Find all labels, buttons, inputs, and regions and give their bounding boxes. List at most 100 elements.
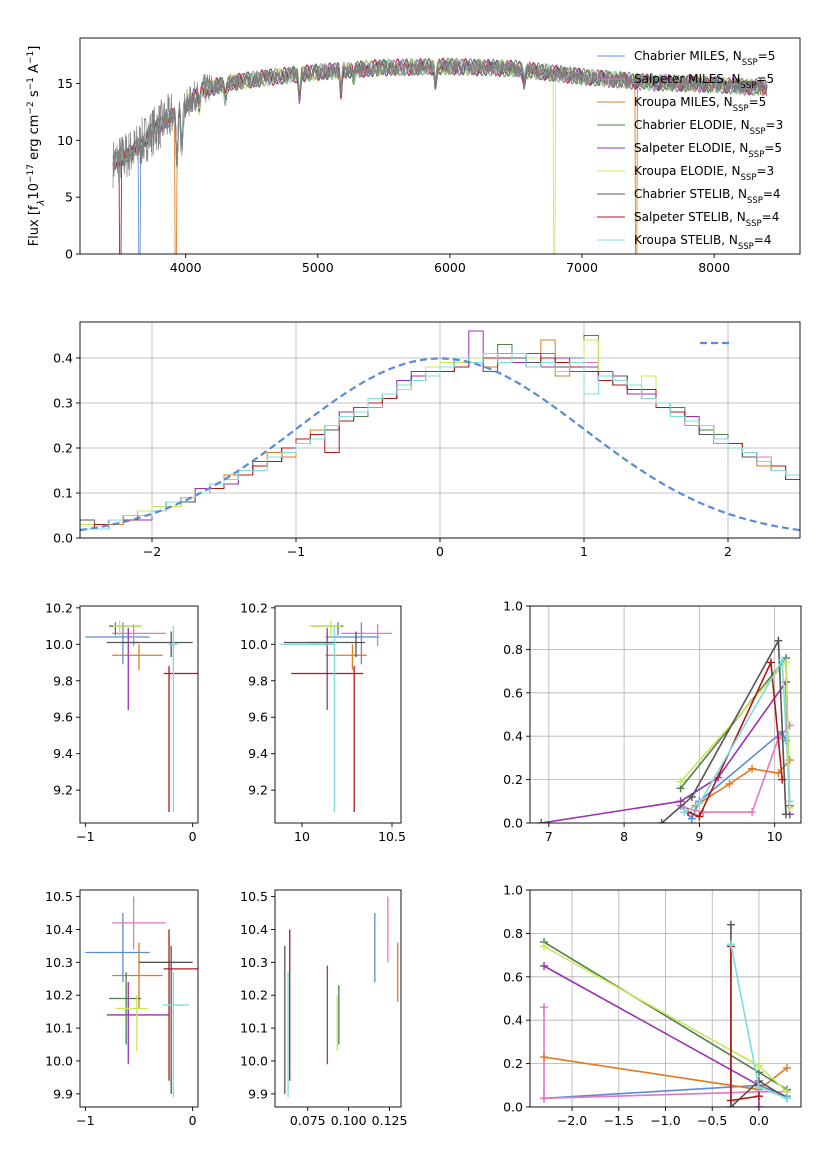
- axes-6: 0.075 0.100 0.125 9.9 10.0 10.1 10.2 10.3 10.4 10…: [240, 889, 407, 1128]
- weight-marker: [748, 764, 757, 773]
- weight-marker: [540, 1094, 549, 1103]
- error-point-5: [115, 995, 148, 1052]
- x-tick-label: −1: [287, 544, 305, 559]
- x-tick-label: 7000: [566, 260, 598, 275]
- y-tick-label: 5: [65, 190, 73, 205]
- axes-0: 4000 5000 6000 7000 8000 0 5 10 15: [57, 37, 801, 275]
- x-tick-label: 6000: [434, 260, 466, 275]
- y-tick-label: 10.0: [240, 1053, 268, 1068]
- histogram-step-3: [80, 335, 800, 538]
- legend-label-2: Kroupa MILES, NSSP=5: [634, 95, 766, 114]
- legend-text: Salpeter ELODIE, N: [634, 141, 748, 155]
- y-tick-label: 9.9: [248, 1086, 268, 1101]
- histogram-step-0: [80, 353, 800, 538]
- weight-marker: [782, 1094, 791, 1103]
- y-label-part: ]: [27, 46, 42, 51]
- x-tick-label: 0: [436, 544, 444, 559]
- error-point-7: [163, 666, 198, 813]
- error-point-7: [291, 666, 364, 813]
- plot-area: [537, 636, 794, 823]
- y-tick-label: 0.8: [503, 926, 523, 941]
- y-tick-label: 0.2: [503, 772, 523, 787]
- y-tick-label: 10.2: [240, 600, 268, 615]
- histogram-step-8: [80, 353, 800, 538]
- x-tick-label: 0.125: [372, 1113, 408, 1128]
- axes-frame: [79, 605, 199, 824]
- legend-label-3: Chabrier ELODIE, NSSP=3: [634, 118, 783, 137]
- y-tick-label: 9.2: [53, 783, 73, 798]
- y-tick-label: 10.0: [240, 637, 268, 652]
- y-tick-label: 9.6: [53, 710, 73, 725]
- y-tick-label: 9.4: [248, 746, 268, 761]
- weight-marker: [725, 779, 734, 788]
- y-label-part: Flux [f: [27, 205, 42, 246]
- y-tick-label: 10: [57, 133, 73, 148]
- legend-label-7: Salpeter STELIB, NSSP=4: [634, 210, 779, 229]
- y-tick-label: 10.5: [240, 889, 268, 904]
- legend-sub: SSP: [741, 173, 757, 183]
- plot-area: [112, 57, 768, 254]
- legend-label-0: Chabrier MILES, NSSP=5: [634, 49, 775, 68]
- y-tick-label: 10.4: [45, 922, 73, 937]
- y-tick-label: 10.1: [240, 1021, 268, 1036]
- weight-marker: [754, 1061, 763, 1070]
- y-label-part: erg cm: [27, 115, 42, 164]
- plot-area: [280, 620, 392, 813]
- y-tick-label: 0.4: [53, 351, 73, 366]
- error-point-2: [112, 644, 163, 670]
- axes-frame: [79, 37, 801, 255]
- legend-nssp: =4: [754, 233, 772, 247]
- y-label-part: −17: [26, 164, 36, 183]
- weight-marker: [540, 1053, 549, 1062]
- y-tick-label: 9.9: [53, 1086, 73, 1101]
- y-tick-label: 15: [57, 76, 73, 91]
- y-label-part: −2: [26, 101, 36, 114]
- legend-sub: SSP: [741, 81, 757, 91]
- axes-1: −2 −1 0 1 2 0.0 0.1 0.2 0.3 0.4: [53, 321, 801, 559]
- y-tick-label: 0.4: [503, 729, 523, 744]
- y-label-part: −1: [26, 77, 36, 90]
- y-tick-label: 9.8: [248, 673, 268, 688]
- weight-marker: [687, 792, 696, 801]
- y-tick-label: 9.2: [248, 783, 268, 798]
- weight-marker: [782, 1063, 791, 1072]
- error-point-4: [122, 627, 139, 710]
- error-point-5: [113, 620, 142, 637]
- x-tick-label: −2.0: [557, 1113, 587, 1128]
- weight-marker: [695, 799, 704, 808]
- weight-marker: [754, 1103, 763, 1107]
- x-tick-label: 10.5: [378, 829, 406, 844]
- axes-7: −2.0 −1.5 −1.0 −0.5 0.0 0.0 0.2 0.4 0.6 0.8 1.0: [503, 883, 802, 1128]
- x-tick-label: −0.5: [697, 1113, 727, 1128]
- legend-sub: SSP: [733, 104, 749, 114]
- legend-nssp: =3: [756, 164, 774, 178]
- y-tick-label: 0.2: [53, 441, 73, 456]
- legend-sub: SSP: [748, 150, 764, 160]
- x-tick-label: 10: [767, 829, 783, 844]
- y-tick-label: 9.8: [53, 673, 73, 688]
- x-tick-label: 0: [189, 1113, 197, 1128]
- weight-marker: [778, 656, 787, 665]
- legend-sub: SSP: [747, 196, 763, 206]
- error-point-6: [284, 631, 365, 658]
- x-tick-label: 0.075: [290, 1113, 326, 1128]
- x-tick-label: −1.5: [604, 1113, 634, 1128]
- error-point-1: [341, 624, 392, 647]
- axes-frame: [274, 605, 402, 824]
- y-label-part: −1: [26, 51, 36, 64]
- y-tick-label: 10.1: [45, 1021, 73, 1036]
- legend-text: Kroupa STELIB, N: [634, 233, 738, 247]
- legend-nssp: =4: [763, 187, 781, 201]
- plot-area: [284, 896, 399, 1098]
- y-tick-label: 10.5: [45, 889, 73, 904]
- weight-marker: [695, 812, 704, 821]
- y-tick-label: 0.0: [503, 1100, 523, 1115]
- y-tick-label: 9.6: [248, 710, 268, 725]
- y-tick-label: 10.2: [45, 600, 73, 615]
- x-tick-label: 0: [189, 829, 197, 844]
- data-spectrum: [112, 58, 768, 189]
- y-tick-label: 0.8: [503, 642, 523, 657]
- y-tick-label: 1.0: [503, 883, 523, 898]
- weight-line-6: [661, 637, 787, 823]
